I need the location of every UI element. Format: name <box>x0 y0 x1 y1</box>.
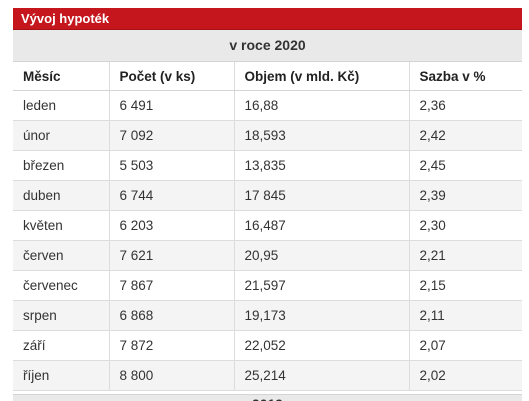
table-row: červen 7 621 20,95 2,21 <box>13 240 523 271</box>
table-row: září 7 872 22,052 2,07 <box>13 330 523 361</box>
cell-count: 6 744 <box>108 180 234 211</box>
cell-rate: 2,07 <box>408 330 523 361</box>
cell-count: 5 503 <box>108 150 234 181</box>
cell-rate: 2,42 <box>408 120 523 151</box>
column-header-rate: Sazba v % <box>408 61 523 91</box>
mortgage-table: v roce 2020 Měsíc Počet (v ks) Objem (v … <box>13 30 523 391</box>
header-row: Měsíc Počet (v ks) Objem (v mld. Kč) Saz… <box>13 61 523 91</box>
cell-rate: 2,02 <box>408 360 523 391</box>
cell-volume: 13,835 <box>233 150 409 181</box>
cell-volume: 16,487 <box>233 210 409 241</box>
cell-volume: 17 845 <box>233 180 409 211</box>
cell-volume: 16,88 <box>233 90 409 121</box>
column-header-month: Měsíc <box>13 61 109 91</box>
year-row: v roce 2020 <box>13 30 523 62</box>
cell-month: duben <box>13 180 109 211</box>
cell-rate: 2,15 <box>408 270 523 301</box>
cell-month: březen <box>13 150 109 181</box>
cell-volume: 21,597 <box>233 270 409 301</box>
year-label: v roce 2020 <box>13 30 523 62</box>
cell-rate: 2,21 <box>408 240 523 271</box>
table-row: srpen 6 868 19,173 2,11 <box>13 300 523 331</box>
cell-month: říjen <box>13 360 109 391</box>
widget-title-bar: Vývoj hypoték <box>13 8 522 30</box>
cell-volume: 25,214 <box>233 360 409 391</box>
column-header-volume: Objem (v mld. Kč) <box>233 61 409 91</box>
cell-month: červen <box>13 240 109 271</box>
cell-month: září <box>13 330 109 361</box>
cell-month: květen <box>13 210 109 241</box>
table-row: červenec 7 867 21,597 2,15 <box>13 270 523 301</box>
table-row: květen 6 203 16,487 2,30 <box>13 210 523 241</box>
table-row: březen 5 503 13,835 2,45 <box>13 150 523 181</box>
cell-rate: 2,36 <box>408 90 523 121</box>
cell-count: 7 867 <box>108 270 234 301</box>
next-year-row: 2019 <box>13 394 522 401</box>
widget-title: Vývoj hypoték <box>21 11 110 26</box>
cell-volume: 19,173 <box>233 300 409 331</box>
cell-month: únor <box>13 120 109 151</box>
cell-volume: 20,95 <box>233 240 409 271</box>
cell-count: 7 621 <box>108 240 234 271</box>
cell-count: 7 872 <box>108 330 234 361</box>
cell-month: červenec <box>13 270 109 301</box>
table-row: duben 6 744 17 845 2,39 <box>13 180 523 211</box>
cell-count: 7 092 <box>108 120 234 151</box>
column-header-count: Počet (v ks) <box>108 61 234 91</box>
cell-rate: 2,45 <box>408 150 523 181</box>
cell-count: 6 868 <box>108 300 234 331</box>
cell-month: leden <box>13 90 109 121</box>
cell-volume: 18,593 <box>233 120 409 151</box>
cell-count: 6 491 <box>108 90 234 121</box>
cell-rate: 2,30 <box>408 210 523 241</box>
cell-month: srpen <box>13 300 109 331</box>
table-row: leden 6 491 16,88 2,36 <box>13 90 523 121</box>
cell-rate: 2,39 <box>408 180 523 211</box>
cell-count: 8 800 <box>108 360 234 391</box>
mortgage-table-container: v roce 2020 Měsíc Počet (v ks) Objem (v … <box>13 30 523 391</box>
table-row: říjen 8 800 25,214 2,02 <box>13 360 523 391</box>
next-year-label: 2019 <box>13 397 522 401</box>
table-row: únor 7 092 18,593 2,42 <box>13 120 523 151</box>
cell-rate: 2,11 <box>408 300 523 331</box>
cell-volume: 22,052 <box>233 330 409 361</box>
cell-count: 6 203 <box>108 210 234 241</box>
